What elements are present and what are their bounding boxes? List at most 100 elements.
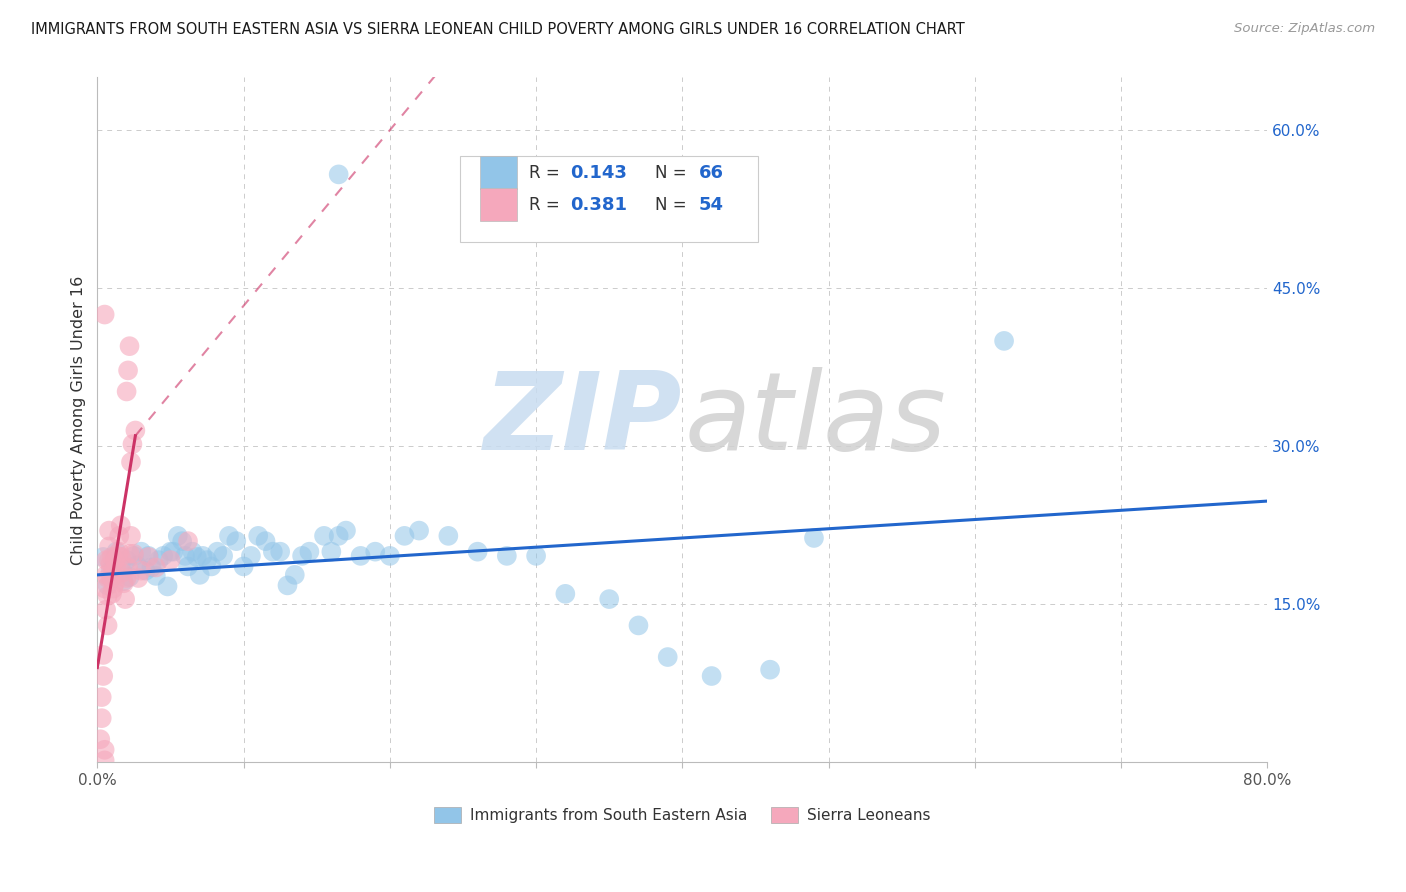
Point	[90, 711, 112, 725]
Point	[276, 578, 298, 592]
Point	[117, 363, 139, 377]
Point	[94, 567, 117, 582]
Point	[115, 553, 138, 567]
Point	[495, 549, 517, 563]
Point	[101, 587, 124, 601]
Point	[335, 524, 357, 538]
Text: Source: ZipAtlas.com: Source: ZipAtlas.com	[1234, 22, 1375, 36]
Point	[100, 571, 122, 585]
Point	[524, 549, 547, 563]
Point	[467, 544, 489, 558]
Point	[120, 529, 142, 543]
Point	[159, 544, 181, 558]
Y-axis label: Child Poverty Among Girls Under 16: Child Poverty Among Girls Under 16	[72, 276, 86, 565]
Point	[291, 549, 314, 563]
Point	[166, 529, 188, 543]
Point	[328, 529, 350, 543]
Point	[328, 168, 350, 182]
Point	[110, 549, 132, 564]
Point	[262, 544, 284, 558]
Point	[122, 547, 145, 561]
Point	[98, 524, 121, 538]
Point	[93, 753, 115, 767]
Point	[91, 669, 114, 683]
Point	[94, 602, 117, 616]
Text: N =: N =	[655, 196, 692, 214]
Point	[97, 589, 120, 603]
Point	[122, 549, 145, 563]
Point	[135, 564, 157, 578]
Point	[172, 534, 194, 549]
Text: 0.143: 0.143	[569, 163, 627, 182]
Point	[118, 547, 141, 561]
Legend: Immigrants from South Eastern Asia, Sierra Leoneans: Immigrants from South Eastern Asia, Sier…	[434, 807, 931, 823]
FancyBboxPatch shape	[479, 188, 517, 221]
Point	[93, 308, 115, 322]
Point	[191, 549, 214, 563]
Point	[162, 544, 184, 558]
Point	[298, 544, 321, 558]
Point	[437, 529, 460, 543]
Point	[181, 544, 204, 558]
Point	[700, 669, 723, 683]
Point	[218, 529, 240, 543]
Text: atlas: atlas	[685, 368, 946, 473]
Text: 0.381: 0.381	[569, 196, 627, 214]
Point	[89, 732, 111, 747]
Point	[110, 558, 132, 572]
Point	[993, 334, 1015, 348]
FancyBboxPatch shape	[460, 156, 758, 242]
Point	[627, 618, 650, 632]
Text: ZIP: ZIP	[484, 367, 682, 473]
Point	[174, 549, 197, 563]
Point	[177, 559, 200, 574]
Point	[108, 544, 131, 558]
Point	[207, 544, 229, 558]
Point	[110, 518, 132, 533]
Point	[145, 560, 167, 574]
Point	[118, 339, 141, 353]
Text: IMMIGRANTS FROM SOUTH EASTERN ASIA VS SIERRA LEONEAN CHILD POVERTY AMONG GIRLS U: IMMIGRANTS FROM SOUTH EASTERN ASIA VS SI…	[31, 22, 965, 37]
Point	[125, 558, 148, 573]
Point	[159, 553, 181, 567]
Point	[93, 582, 115, 596]
Point	[112, 576, 135, 591]
Point	[115, 384, 138, 399]
Point	[408, 524, 430, 538]
Text: 54: 54	[699, 196, 724, 214]
Point	[349, 549, 371, 563]
Text: R =: R =	[529, 196, 565, 214]
Point	[104, 576, 127, 591]
Point	[598, 592, 620, 607]
Point	[212, 549, 235, 563]
Point	[98, 553, 121, 567]
Point	[141, 560, 163, 574]
Point	[97, 578, 120, 592]
Point	[129, 564, 152, 578]
Point	[247, 529, 270, 543]
Point	[103, 567, 125, 582]
Point	[114, 592, 136, 607]
Point	[225, 534, 247, 549]
Point	[118, 570, 141, 584]
Point	[127, 571, 149, 585]
Point	[152, 549, 174, 563]
Point	[284, 567, 307, 582]
Point	[186, 549, 208, 564]
Point	[90, 690, 112, 704]
Text: R =: R =	[529, 163, 565, 182]
Point	[103, 582, 125, 596]
Point	[104, 553, 127, 567]
Text: 66: 66	[699, 163, 724, 182]
FancyBboxPatch shape	[479, 156, 517, 189]
Point	[177, 534, 200, 549]
Point	[138, 549, 160, 564]
Point	[129, 544, 152, 558]
Point	[364, 544, 387, 558]
Point	[115, 571, 138, 585]
Point	[156, 579, 179, 593]
Point	[239, 549, 262, 563]
Point	[232, 559, 254, 574]
Point	[254, 534, 277, 549]
Point	[269, 544, 291, 558]
